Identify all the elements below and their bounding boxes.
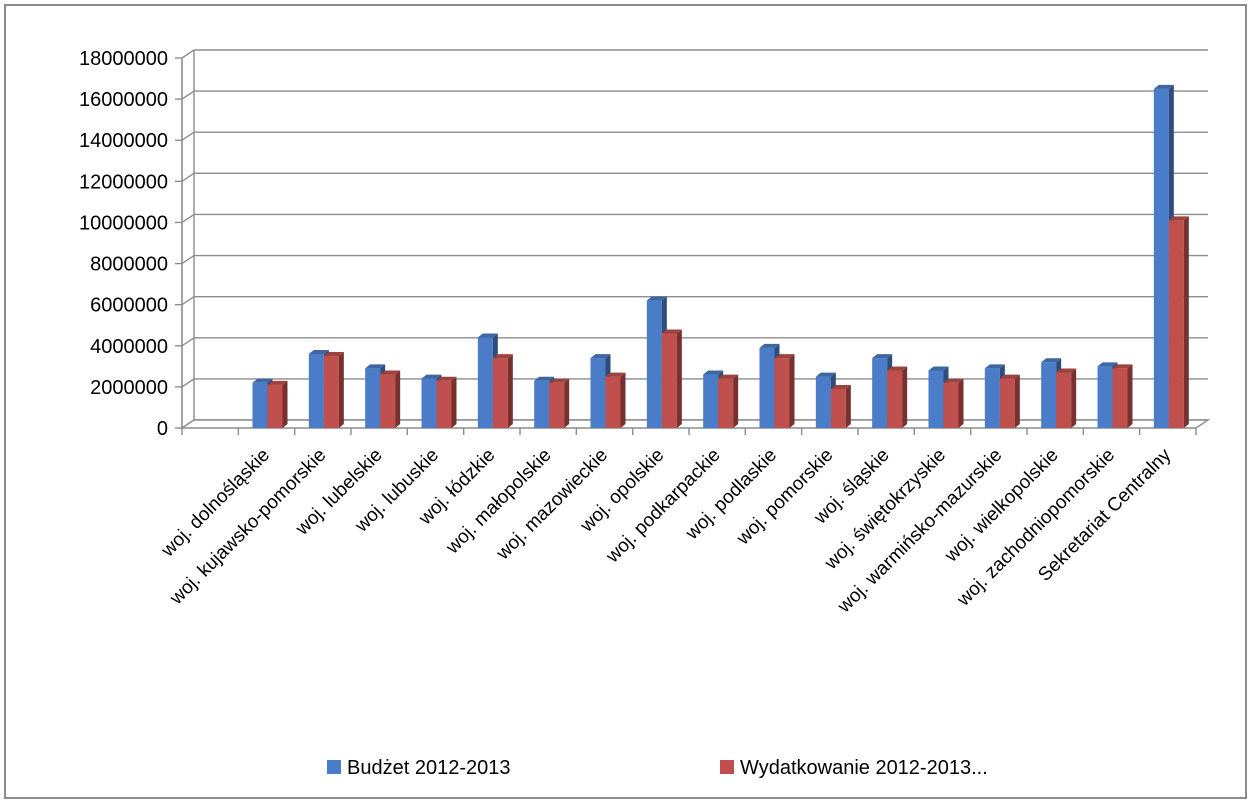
bar: [605, 372, 626, 428]
y-tick-label: 14000000: [79, 130, 168, 152]
gridline: [181, 337, 1208, 347]
y-axis-tick-labels: 0 2000000 4000000 6000000 8000000 10000000 120…: [79, 48, 168, 440]
bar: [943, 378, 964, 428]
legend-item: Wydatkowanie 2012-2013...: [720, 757, 988, 779]
bar: [380, 370, 401, 428]
y-tick-label: 2000000: [90, 377, 168, 399]
bar: [436, 376, 457, 428]
bar: [718, 374, 739, 428]
bar: [1112, 364, 1133, 428]
gridline: [181, 378, 1208, 388]
bar: [323, 352, 344, 428]
y-tick-label: 6000000: [90, 295, 168, 317]
bar: [661, 329, 682, 428]
y-tick-label: 10000000: [79, 212, 168, 234]
bar: [267, 380, 288, 428]
gridline: [181, 213, 1208, 224]
legend-swatch: [327, 760, 341, 774]
bar: [887, 366, 908, 428]
gridline: [181, 254, 1208, 265]
legend-label: Budżet 2012-2013: [347, 757, 510, 779]
bars: [252, 84, 1189, 428]
legend: Budżet 2012-2013 Wydatkowanie 2012-2013..…: [327, 757, 988, 779]
gridline: [181, 131, 1208, 141]
y-tick-label: 8000000: [90, 254, 168, 276]
bar: [1056, 368, 1077, 428]
gridline: [181, 172, 1208, 182]
bar: [999, 374, 1020, 428]
gridline: [181, 49, 1208, 59]
bar: [830, 384, 851, 428]
x-category-label: woj. małopolskie: [442, 445, 556, 559]
bar: [492, 354, 513, 428]
y-tick-label: 16000000: [79, 89, 168, 111]
x-category-label: woj. pomorskie: [732, 445, 837, 550]
bar: [1168, 216, 1189, 428]
bar: [774, 354, 795, 428]
legend-item: Budżet 2012-2013: [327, 757, 510, 779]
bar: [549, 378, 570, 428]
y-tick-label: 12000000: [79, 171, 168, 193]
gridline: [181, 295, 1208, 306]
y-tick-label: 0: [157, 418, 168, 440]
gridline: [181, 90, 1208, 100]
legend-label: Wydatkowanie 2012-2013...: [740, 757, 988, 779]
legend-swatch: [720, 760, 734, 774]
y-tick-label: 18000000: [79, 48, 168, 70]
y-tick-label: 4000000: [90, 336, 168, 358]
